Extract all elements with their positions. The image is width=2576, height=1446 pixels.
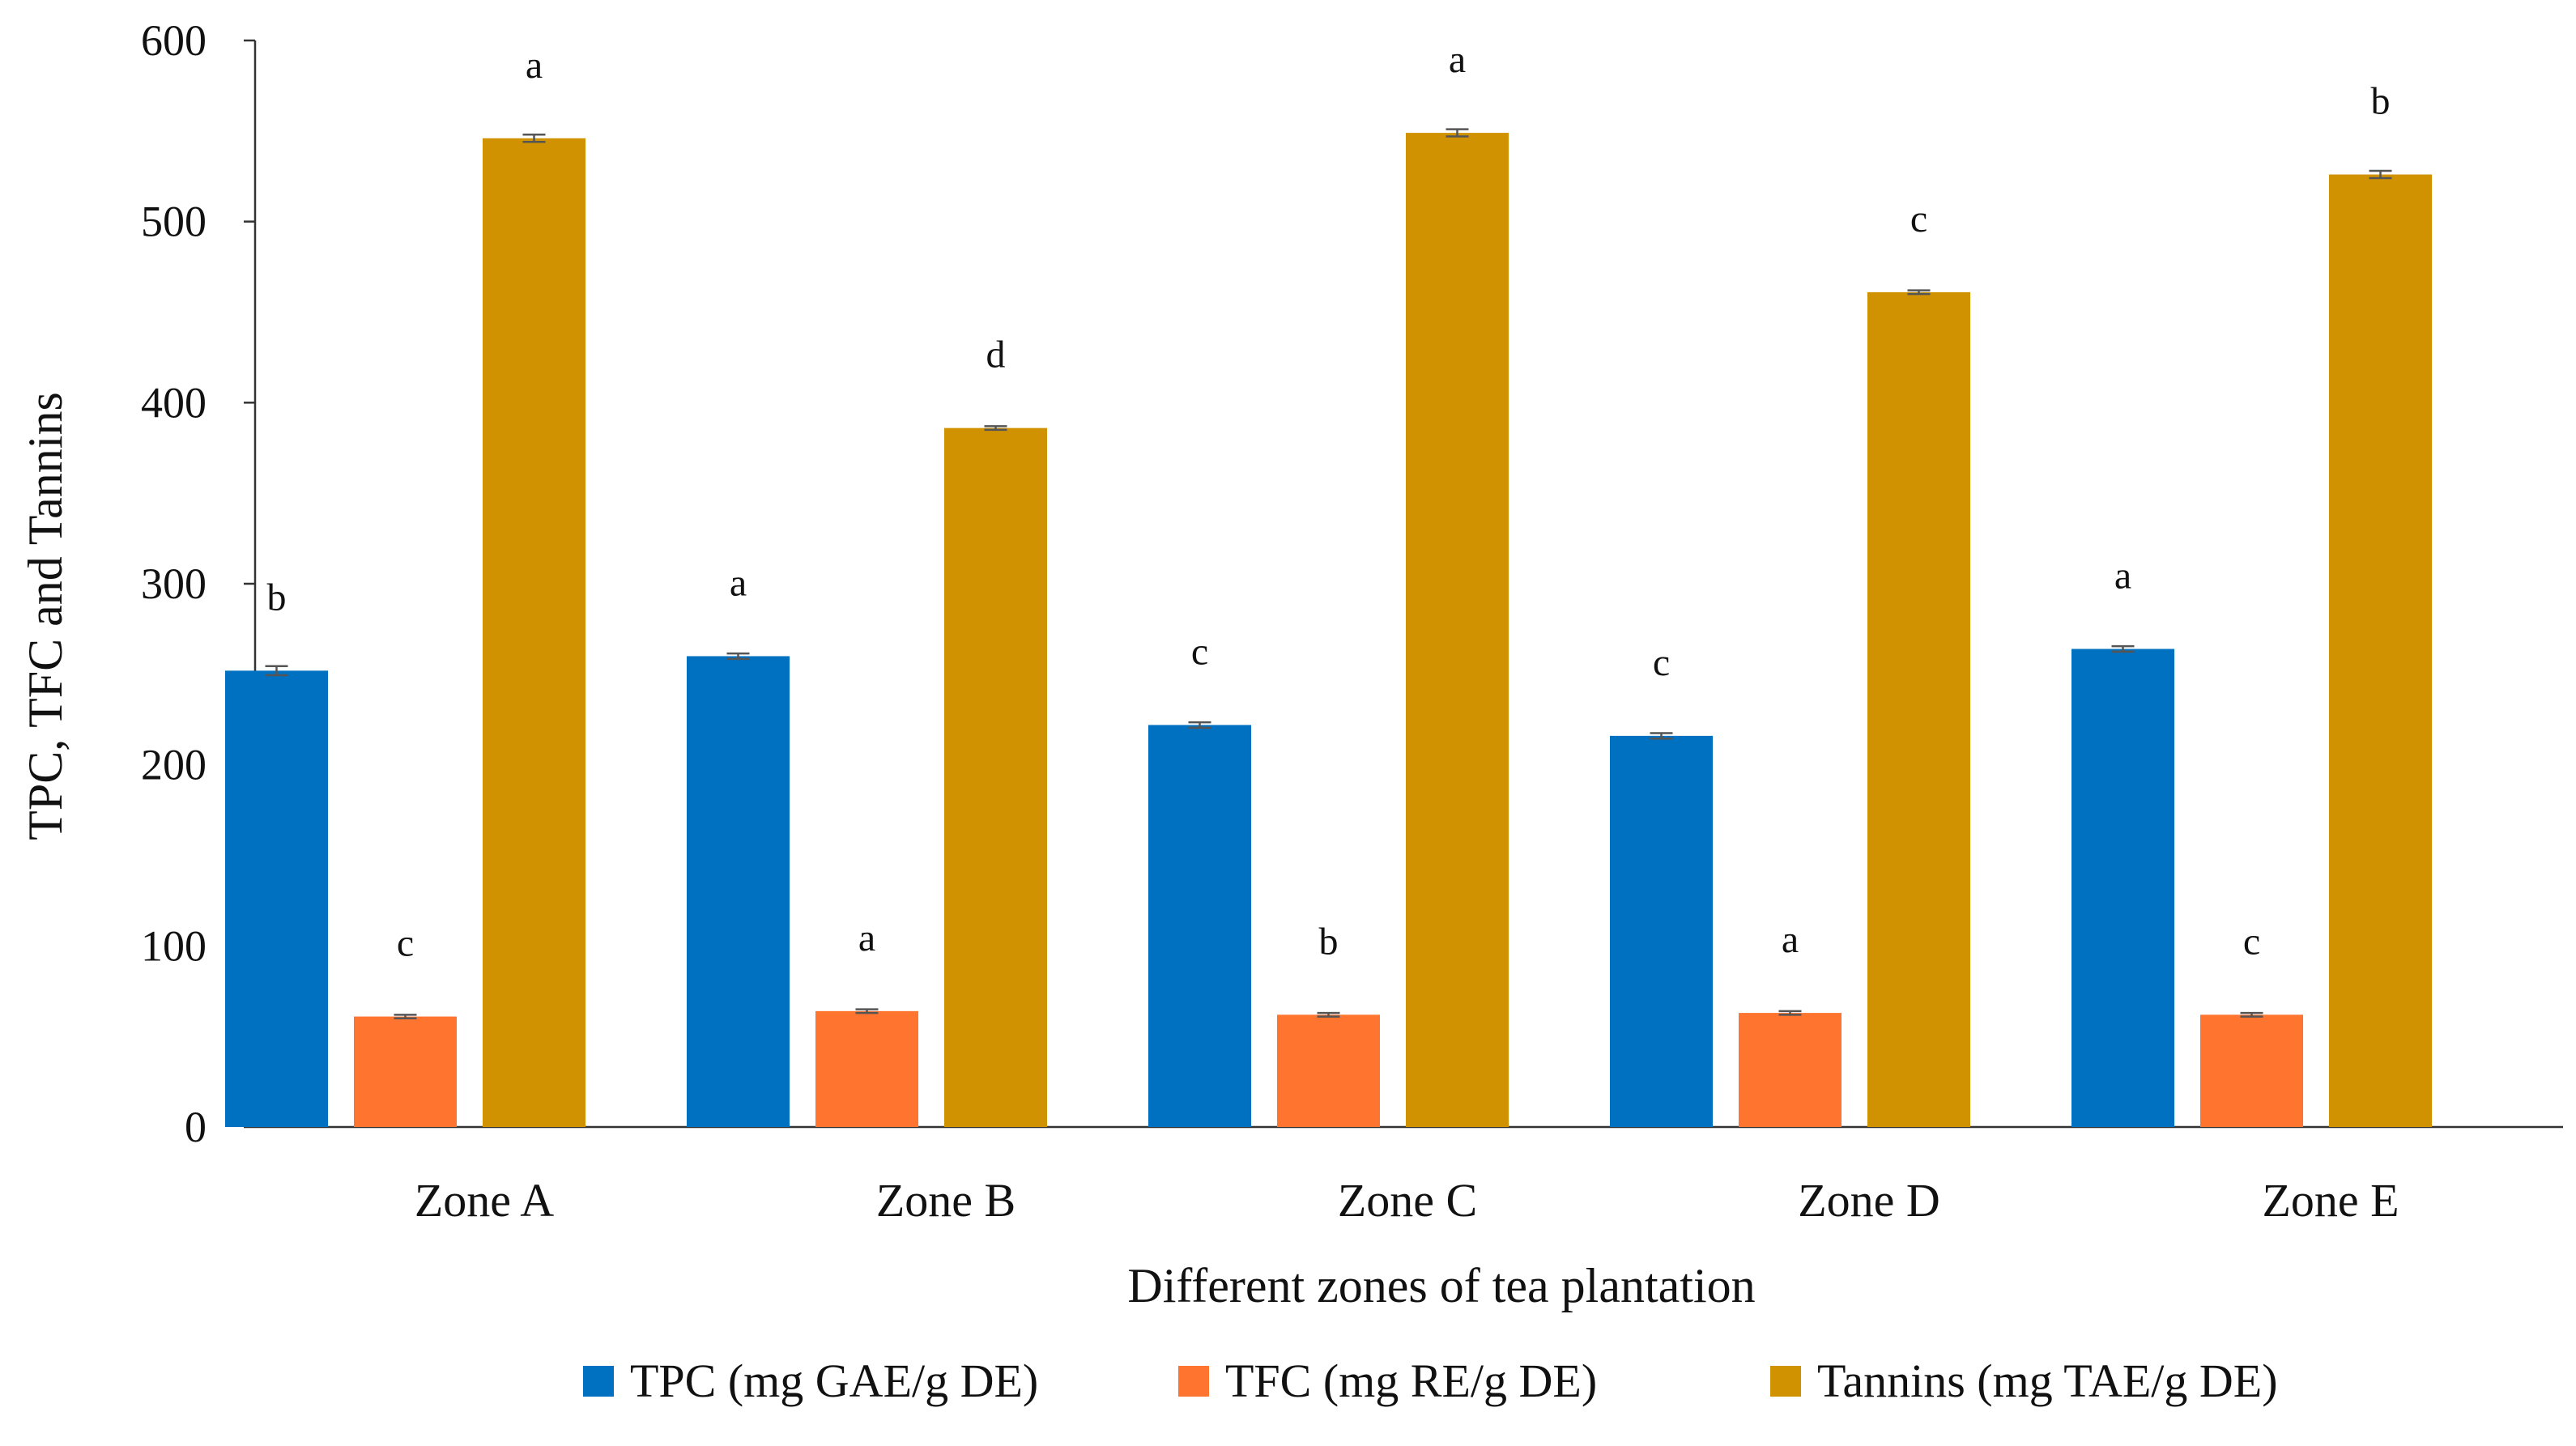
legend-label: Tannins (mg TAE/g DE)	[1817, 1355, 2278, 1407]
significance-label: c	[2243, 920, 2260, 963]
bar	[1277, 1014, 1380, 1127]
y-tick-label: 0	[185, 1103, 207, 1151]
significance-label: b	[267, 576, 287, 619]
y-tick-label: 200	[141, 741, 207, 789]
significance-label: a	[858, 917, 875, 959]
legend-label: TFC (mg RE/g DE)	[1225, 1355, 1597, 1407]
significance-label: b	[1319, 920, 1339, 963]
x-tick-label: Zone E	[2262, 1174, 2399, 1227]
bar	[483, 138, 585, 1127]
y-tick-label: 400	[141, 378, 207, 427]
plot-area: 0 100 200 300 400 500 600 b c a Zone A a a d Zone B c b a…	[19, 16, 2563, 1407]
legend-swatch	[1770, 1366, 1801, 1397]
x-axis-title: Different zones of tea plantation	[1127, 1259, 1755, 1312]
significance-label: a	[2114, 555, 2131, 598]
bar	[354, 1016, 457, 1127]
legend-item: TPC (mg GAE/g DE)	[583, 1355, 1038, 1407]
significance-label: c	[397, 922, 414, 965]
significance-label: a	[1449, 38, 1466, 81]
bar	[2071, 649, 2174, 1127]
significance-label: c	[1910, 198, 1927, 240]
significance-label: a	[1782, 918, 1799, 961]
y-axis-title: TPC, TFC and Tannins	[19, 392, 72, 840]
bar	[1406, 133, 1509, 1127]
significance-label: d	[986, 334, 1006, 376]
significance-label: a	[730, 561, 747, 604]
y-tick-label: 600	[141, 16, 207, 65]
x-tick-label: Zone C	[1338, 1174, 1477, 1227]
legend-item: TFC (mg RE/g DE)	[1178, 1355, 1597, 1407]
bar	[1867, 291, 1970, 1127]
legend-swatch	[1178, 1366, 1209, 1397]
significance-label: a	[526, 44, 543, 87]
significance-label: c	[1653, 641, 1670, 684]
bar	[1148, 725, 1251, 1127]
x-tick-label: Zone B	[876, 1174, 1015, 1227]
significance-label: b	[2371, 80, 2391, 123]
bar	[225, 670, 328, 1127]
x-tick-label: Zone D	[1798, 1174, 1940, 1227]
legend-label: TPC (mg GAE/g DE)	[630, 1355, 1038, 1407]
bar	[2200, 1014, 2303, 1127]
legend-swatch	[583, 1366, 614, 1397]
bar	[1739, 1013, 1842, 1127]
y-tick-label: 100	[141, 921, 207, 970]
significance-label: c	[1191, 630, 1208, 673]
y-tick-label: 300	[141, 559, 207, 608]
bar	[815, 1010, 918, 1127]
y-tick-label: 500	[141, 198, 207, 246]
x-tick-label: Zone A	[415, 1174, 554, 1227]
bar	[1610, 735, 1713, 1127]
bar	[687, 656, 790, 1127]
bar	[944, 427, 1047, 1127]
legend-item: Tannins (mg TAE/g DE)	[1770, 1355, 2278, 1407]
bar	[2329, 174, 2432, 1128]
